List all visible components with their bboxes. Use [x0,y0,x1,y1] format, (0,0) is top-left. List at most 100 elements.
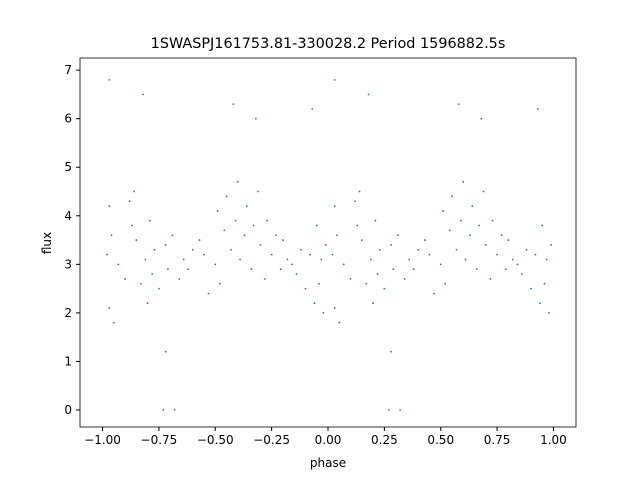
data-point [471,205,474,207]
data-point [146,302,149,305]
data-point [383,287,386,290]
data-point [142,93,145,96]
data-point [408,258,411,261]
data-point [333,307,336,309]
data-point [374,219,377,222]
data-point [417,248,420,251]
data-point [365,282,368,285]
data-point [482,190,485,193]
data-point [225,195,228,198]
data-point [207,292,210,295]
data-point [478,224,480,227]
data-point [106,253,108,256]
data-point [203,253,205,256]
data-point [318,282,320,285]
data-point [275,234,278,237]
data-point [399,409,402,411]
data-point [110,234,113,237]
data-point [520,273,523,275]
x-tick-label: 0.00 [315,433,342,447]
y-tick-label: 7 [64,63,72,77]
data-point [144,258,147,261]
data-point [516,263,519,266]
data-point [133,190,136,193]
y-tick-label: 0 [64,403,72,417]
x-tick-label: −1.00 [84,433,121,447]
data-point [489,278,492,280]
data-point [139,282,142,285]
data-point [315,224,318,227]
data-point [295,273,298,275]
data-point [475,268,478,271]
data-point [442,210,444,212]
data-point [505,268,508,271]
data-point [257,190,260,193]
data-point [534,253,537,256]
data-point [455,248,458,251]
data-point [396,234,399,237]
y-tick-label: 2 [64,306,72,320]
data-point [451,195,453,198]
data-point [151,273,154,275]
data-point [464,258,467,261]
data-point [356,224,359,227]
data-point [108,205,111,207]
data-point [158,287,160,290]
data-point [214,263,217,266]
y-tick-label: 5 [64,160,72,174]
data-point [178,278,181,280]
data-point [536,108,539,110]
data-point [367,93,370,96]
x-axis-label: phase [310,456,346,470]
data-point [336,234,338,237]
x-tick-label: −0.50 [197,433,234,447]
data-point [320,258,323,261]
y-tick-label: 6 [64,112,72,126]
chart-title: 1SWASPJ161753.81-330028.2 Period 1596882… [151,36,506,52]
data-point [167,268,169,271]
data-point [392,268,395,271]
data-point [263,278,266,280]
data-point [354,200,356,203]
data-point [245,205,248,207]
data-point [266,219,269,222]
data-point [457,103,460,106]
data-point [444,282,447,285]
data-point [254,117,257,120]
data-point [311,108,314,110]
data-point [333,205,336,207]
data-point [162,409,165,411]
data-point [182,258,185,261]
data-point [236,180,239,183]
data-point [148,219,151,222]
data-point [491,219,494,222]
data-point [232,103,235,106]
data-point [507,239,510,241]
data-point [496,253,498,256]
data-point [333,78,336,81]
data-point [216,210,219,212]
data-point [135,239,138,241]
data-point [112,321,115,324]
data-point [543,282,546,285]
data-point [291,263,293,266]
data-point [342,263,345,266]
data-point [218,282,221,285]
x-tick-label: 0.25 [371,433,398,447]
data-point [548,312,550,314]
data-point [376,273,379,275]
data-point [117,263,120,266]
data-point [239,258,241,261]
y-tick-label: 1 [64,354,72,368]
data-point [369,258,372,261]
data-point [390,350,393,353]
data-point [173,409,176,411]
data-point [360,239,363,241]
data-point [469,234,471,237]
data-point [198,239,201,241]
y-tick-label: 3 [64,257,72,271]
data-point [223,229,226,232]
data-point [439,263,442,266]
data-point [191,248,194,251]
